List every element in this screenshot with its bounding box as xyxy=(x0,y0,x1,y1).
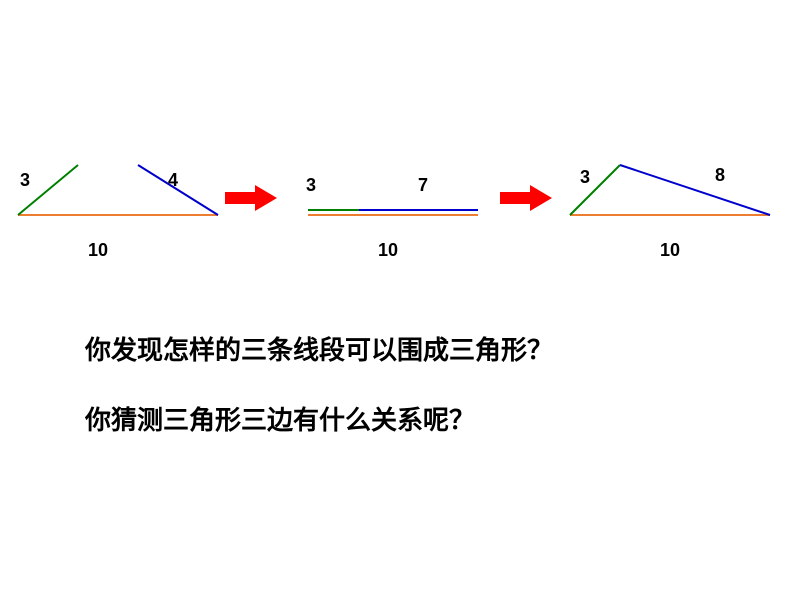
figure-1-svg xyxy=(8,155,228,245)
fig3-right-side xyxy=(620,165,770,215)
fig3-right-label: 8 xyxy=(715,165,725,186)
diagram-row: 3 4 10 3 7 10 3 8 10 xyxy=(0,155,794,275)
figure-3: 3 8 10 xyxy=(560,155,780,245)
fig3-base-label: 10 xyxy=(660,240,680,261)
fig1-base-label: 10 xyxy=(88,240,108,261)
fig3-left-side xyxy=(570,165,620,215)
question-1: 你发现怎样的三条线段可以围成三角形？ xyxy=(85,330,553,367)
arrow-2 xyxy=(500,185,552,216)
figure-3-svg xyxy=(560,155,780,245)
fig1-left-label: 3 xyxy=(20,170,30,191)
figure-1: 3 4 10 xyxy=(8,155,228,245)
arrow-1-svg xyxy=(225,185,277,211)
arrow-2-svg xyxy=(500,185,552,211)
arrow-1 xyxy=(225,185,277,216)
fig2-right-label: 7 xyxy=(418,175,428,196)
fig3-left-label: 3 xyxy=(580,167,590,188)
question-2: 你猜测三角形三边有什么关系呢？ xyxy=(85,400,475,437)
fig2-left-label: 3 xyxy=(306,175,316,196)
fig2-base-label: 10 xyxy=(378,240,398,261)
fig1-right-label: 4 xyxy=(168,170,178,191)
figure-2-svg xyxy=(298,155,488,245)
figure-2: 3 7 10 xyxy=(298,155,488,245)
